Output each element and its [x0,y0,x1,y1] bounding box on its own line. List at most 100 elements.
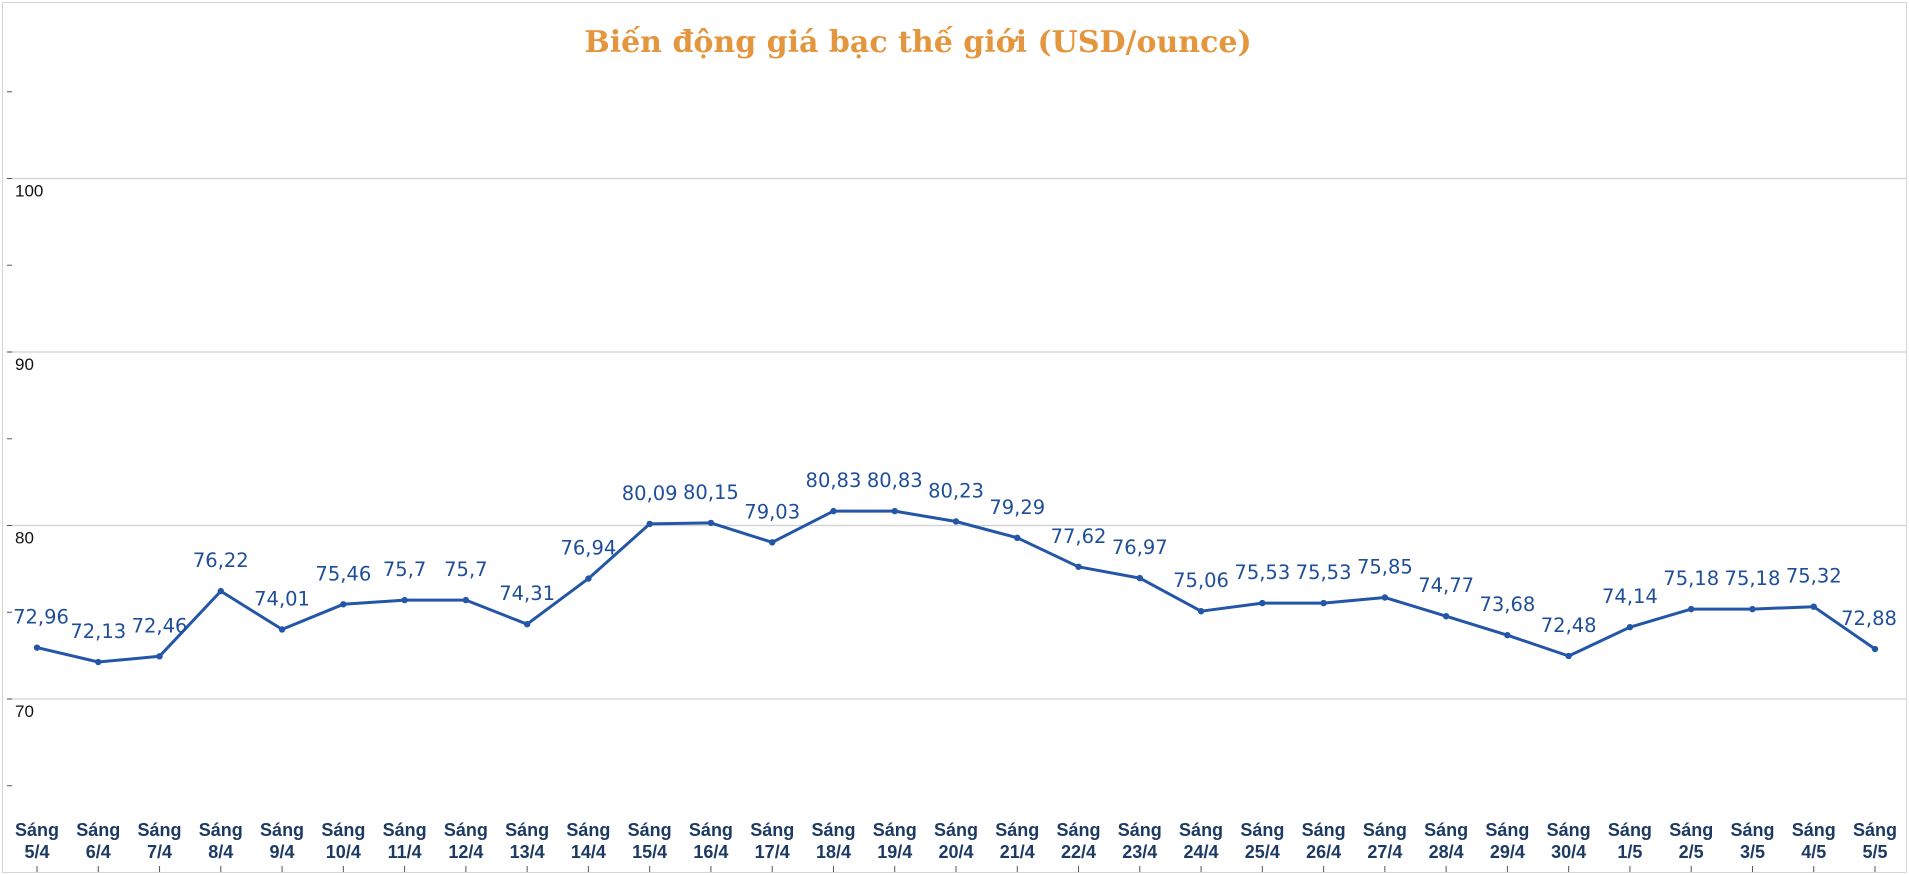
data-label: 75,46 [315,562,371,585]
data-label: 80,23 [928,480,984,503]
x-tick-label: Sáng 7/4 [138,820,182,862]
data-point [1688,605,1695,613]
data-point [1504,631,1511,639]
x-tick-label: Sáng 13/4 [505,820,549,862]
data-point [1197,608,1205,615]
data-point [1626,623,1634,631]
data-point [523,621,531,628]
y-tick-label-90: 90 [15,355,34,374]
data-point [830,507,837,515]
data-label: 75,85 [1357,556,1413,579]
x-tick-label: Sáng 16/4 [689,820,733,862]
series-line [36,509,1876,664]
data-label: 74,01 [254,587,310,610]
x-tick-label: Sáng 3/5 [1730,820,1774,862]
data-label: 75,18 [1663,567,1719,590]
x-tick-label: Sáng 10/4 [321,820,365,862]
gridlines [7,177,1906,700]
data-point [1381,594,1389,601]
data-point [1136,574,1144,582]
x-tick-label: Sáng 23/4 [1118,820,1162,862]
x-tick-label: Sáng 9/4 [260,820,304,862]
data-point [33,644,41,651]
data-point [217,587,224,595]
data-label: 74,14 [1602,585,1658,608]
data-label: 72,13 [70,620,126,643]
x-tick-label: Sáng 27/4 [1363,820,1407,862]
data-label: 75,53 [1234,561,1290,584]
data-label: 75,06 [1173,569,1229,592]
x-tick-label: Sáng 6/4 [76,820,120,862]
data-label: 72,46 [132,614,188,637]
data-point [646,520,653,528]
x-tick-label: Sáng 2/5 [1669,820,1713,862]
data-point [585,575,592,582]
x-tick-label: Sáng 12/4 [444,820,488,862]
data-label: 79,03 [744,500,800,523]
data-point [156,653,163,660]
data-label: 80,83 [867,469,923,492]
data-label: 76,97 [1112,536,1168,559]
x-axis-ticks: Sáng 5/4 Sáng 6/4 Sáng 7/4 Sáng 8/4 Sáng 9/4 Sáng 1… [15,820,1897,872]
data-label: 74,31 [499,582,555,605]
data-point [1810,603,1817,610]
x-tick-label: Sáng 5/4 [15,820,59,862]
chart-title: Biến động giá bạc thế giới (USD/ounce) [584,25,1251,60]
x-tick-label: Sáng 29/4 [1485,820,1529,862]
data-label: 72,48 [1541,614,1597,637]
data-label: 74,77 [1418,574,1474,597]
x-tick-label: Sáng 30/4 [1547,820,1591,862]
x-tick-label: Sáng 1/5 [1608,820,1652,862]
x-tick-label: Sáng 17/4 [750,820,794,862]
data-point [340,601,347,608]
x-tick-label: Sáng 4/5 [1792,820,1836,862]
data-label: 73,68 [1479,593,1535,616]
data-label: 80,15 [683,481,739,504]
data-point [278,626,286,633]
data-label: 77,62 [1051,525,1107,548]
data-label: 75,53 [1296,561,1352,584]
data-point [1871,645,1879,653]
y-tick-label-80: 80 [15,529,34,548]
x-tick-label: Sáng 22/4 [1057,820,1101,862]
data-point [1320,599,1327,607]
data-label: 80,09 [622,482,678,505]
data-points [33,507,1879,666]
x-tick-label: Sáng 19/4 [873,820,917,862]
y-tick-label-100: 100 [15,182,43,201]
data-label: 75,7 [383,558,426,581]
data-label: 79,29 [989,496,1045,519]
data-point [891,507,898,515]
data-point [1565,652,1572,660]
data-point [1014,534,1021,542]
x-tick-label: Sáng 24/4 [1179,820,1223,862]
x-tick-label: Sáng 5/5 [1853,820,1897,862]
data-label: 75,7 [444,558,487,581]
data-label: 76,22 [193,549,249,572]
x-tick-label: Sáng 26/4 [1302,820,1346,862]
y-axis-ticks: 70 80 90 100 [7,91,43,787]
data-point [769,539,776,546]
x-tick-label: Sáng 20/4 [934,820,978,862]
data-point [1442,613,1450,620]
x-tick-label: Sáng 25/4 [1240,820,1284,862]
x-tick-label: Sáng 14/4 [566,820,610,862]
data-point [95,658,102,666]
silver-price-line-chart: Biến động giá bạc thế giới (USD/ounce) 7… [7,25,1906,872]
data-label: 80,83 [806,469,862,492]
x-tick-label: Sáng 11/4 [383,820,427,862]
data-point [462,596,470,604]
data-label: 76,94 [560,537,616,560]
data-point [1259,599,1266,607]
data-point [1749,605,1756,613]
x-tick-label: Sáng 28/4 [1424,820,1468,862]
data-label: 75,18 [1725,567,1781,590]
x-tick-label: Sáng 8/4 [199,820,243,862]
x-tick-label: Sáng 15/4 [628,820,672,862]
data-label: 72,88 [1841,607,1897,630]
data-point [401,596,408,604]
data-point [707,519,715,527]
x-tick-label: Sáng 21/4 [995,820,1039,862]
